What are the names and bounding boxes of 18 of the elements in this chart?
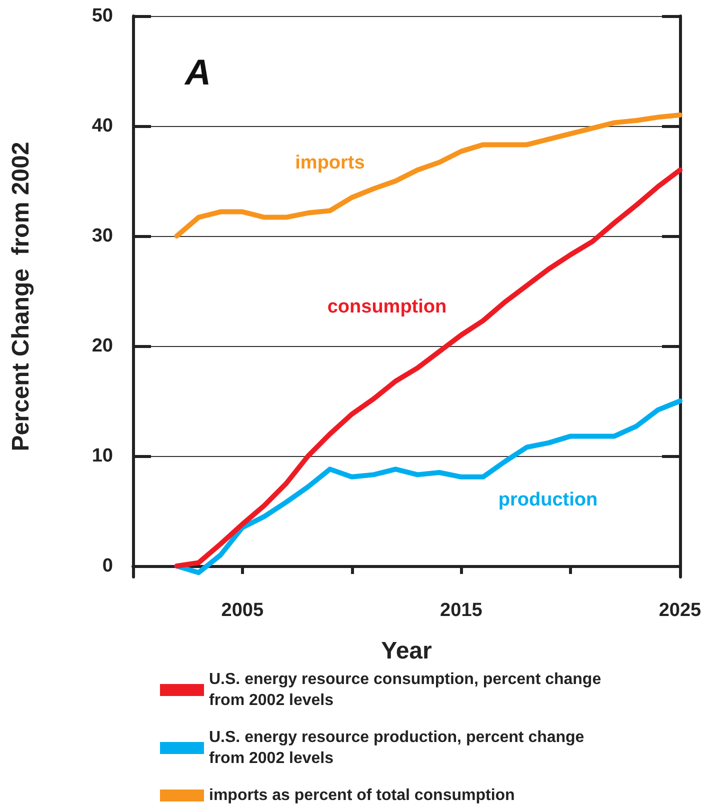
legend-label: U.S. energy resource production, percent change from 2002 levels bbox=[209, 729, 589, 767]
y-tick-label: 30 bbox=[92, 226, 113, 246]
annotation: A bbox=[184, 52, 211, 92]
y-tick-label: 50 bbox=[92, 6, 113, 26]
y-tick-label: 20 bbox=[92, 336, 113, 356]
y-tick-label: 10 bbox=[92, 446, 113, 466]
y-tick-label: 0 bbox=[102, 556, 113, 576]
x-tick-label: 2025 bbox=[658, 600, 702, 621]
legend-label: U.S. energy resource consumption, percent change from 2002 levels bbox=[209, 671, 606, 709]
x-tick-label: 2005 bbox=[221, 600, 264, 621]
y-axis-title: Percent Change from 2002 bbox=[8, 142, 34, 452]
x-axis-title: Year bbox=[381, 638, 432, 664]
legend-label: imports as percent of total consumption bbox=[209, 787, 515, 804]
annotation: production bbox=[498, 490, 598, 510]
y-tick-label: 40 bbox=[92, 116, 113, 136]
annotation: imports bbox=[295, 152, 365, 174]
x-tick-label: 2015 bbox=[440, 600, 483, 621]
annotation: consumption bbox=[327, 296, 447, 318]
